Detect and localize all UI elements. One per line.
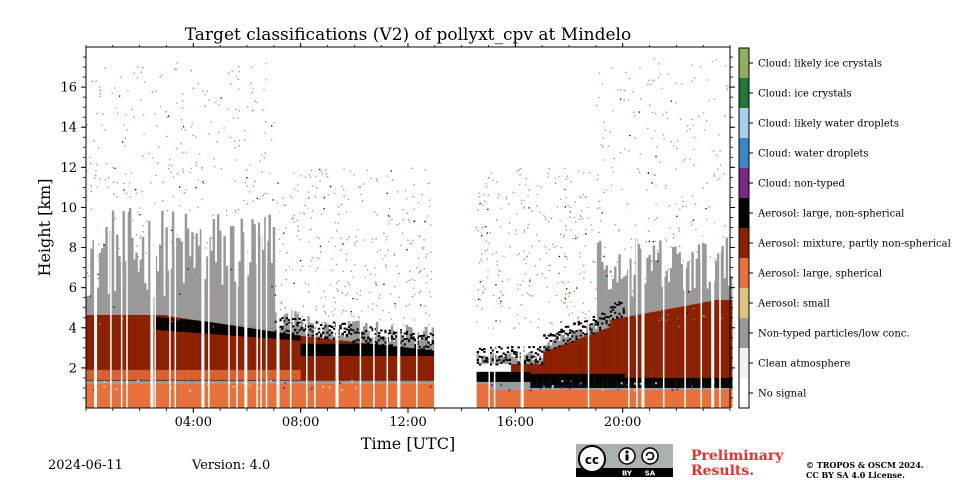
cc-mark-text: cc xyxy=(585,453,599,467)
y-tick-label: 6 xyxy=(69,281,77,296)
version-label: Version: 4.0 xyxy=(192,458,271,473)
legend-swatch xyxy=(739,378,749,408)
x-tick-label: 20:00 xyxy=(604,415,641,430)
legend-swatch xyxy=(739,138,749,168)
legend-swatch xyxy=(739,78,749,108)
legend-swatch xyxy=(739,48,749,78)
legend-label: No signal xyxy=(758,389,806,400)
copyright-note: © TROPOS & OSCM 2024. CC BY SA 4.0 Licen… xyxy=(806,460,924,480)
preliminary-line-1: Preliminary xyxy=(691,448,784,464)
legend-label: Cloud: likely water droplets xyxy=(758,119,899,130)
legend-label: Aerosol: large, non-spherical xyxy=(757,209,904,220)
sa-icon xyxy=(641,447,659,465)
x-tick-label: 16:00 xyxy=(497,415,534,430)
x-tick-label: 08:00 xyxy=(282,415,319,430)
y-tick-label: 4 xyxy=(69,321,77,336)
legend-label: Aerosol: mixture, partly non-spherical xyxy=(757,239,951,250)
cc-license-badge: cc BY SA xyxy=(576,444,673,477)
legend-swatch xyxy=(739,228,749,258)
copyright-line-1: © TROPOS & OSCM 2024. xyxy=(806,460,924,470)
legend-swatch xyxy=(739,348,749,378)
legend-label: Cloud: non-typed xyxy=(758,179,846,190)
copyright-line-2: CC BY SA 4.0 License. xyxy=(806,470,905,480)
x-tick-label: 04:00 xyxy=(175,415,212,430)
plot-area xyxy=(86,58,733,408)
y-axis-label: Height [km] xyxy=(35,179,54,277)
x-axis-label: Time [UTC] xyxy=(361,434,455,453)
preliminary-line-2: Results. xyxy=(691,463,755,479)
sa-text: SA xyxy=(645,470,656,478)
legend-label: Cloud: water droplets xyxy=(758,149,869,160)
legend-label: Aerosol: small xyxy=(757,299,830,310)
legend-label: Aerosol: large, spherical xyxy=(757,269,882,280)
legend-swatch xyxy=(739,258,749,288)
y-tick-label: 10 xyxy=(60,201,77,216)
colorbar-legend: Cloud: likely ice crystals Cloud: ice cry… xyxy=(738,47,951,409)
axes: 04:00 08:00 12:00 16:00 20:00 2 4 6 8 10 12 14 16 Tim… xyxy=(35,43,735,453)
legend-label: Cloud: likely ice crystals xyxy=(758,59,882,70)
legend-swatch xyxy=(739,198,749,228)
by-text: BY xyxy=(622,470,633,478)
legend-label: Non-typed particles/low conc. xyxy=(758,329,910,340)
y-tick-label: 12 xyxy=(60,161,77,176)
chart-title: Target classifications (V2) of pollyxt_c… xyxy=(184,25,632,45)
legend-label: Clean atmosphere xyxy=(758,359,851,370)
legend-label: Cloud: ice crystals xyxy=(758,89,852,100)
y-tick-label: 14 xyxy=(60,121,77,136)
x-tick-label: 12:00 xyxy=(389,415,426,430)
legend-swatch xyxy=(739,108,749,138)
y-tick-label: 2 xyxy=(69,361,77,376)
preliminary-note: Preliminary Results. xyxy=(691,449,783,479)
legend-swatch xyxy=(739,288,749,318)
y-tick-label: 8 xyxy=(69,241,77,256)
legend-swatch xyxy=(739,318,749,348)
legend-swatch xyxy=(739,168,749,198)
date-label: 2024-06-11 xyxy=(48,458,123,473)
y-tick-label: 16 xyxy=(60,81,77,96)
